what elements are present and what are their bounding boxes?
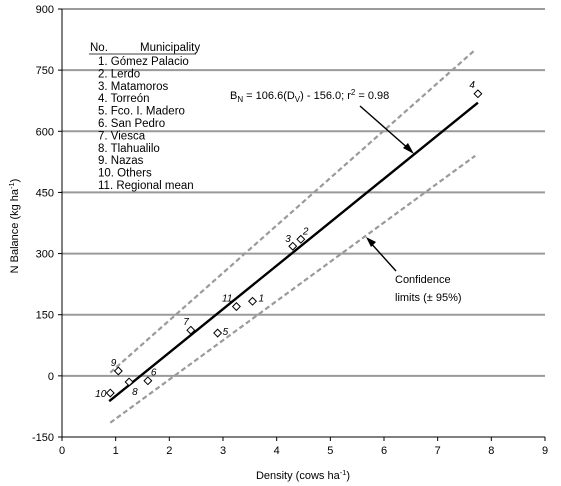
eq-b-sub: N [237,95,243,104]
legend-item-10: 10. Others [98,168,152,180]
data-point-5 [213,328,223,338]
regression-line [108,101,479,403]
x-tick-label-5: 5 [327,445,333,457]
equation-arrow [359,105,411,151]
legend-item-6: 6. San Pedro [98,118,165,130]
y-tick-label-3: 300 [36,249,54,261]
data-point-6 [143,376,153,386]
y-axis-title-end: ) [9,179,21,183]
y-tick-label-0: -150 [32,432,54,444]
data-point-label-9: 9 [111,358,117,369]
x-axis-title-main: Density (cows ha [256,470,341,482]
y-axis-title-main: N Balance (kg ha [9,188,21,273]
eq-d-sub: V [295,95,301,104]
x-tick-label-9: 9 [542,445,548,457]
y-tick-label-5: 600 [36,126,54,138]
regression-equation: BN = 106.6(DV) - 156.0; r2 = 0.98 [230,88,389,104]
data-point-4 [473,89,483,99]
x-tick-label-4: 4 [274,445,280,457]
data-point-10 [105,388,115,398]
data-point-2 [296,234,306,244]
legend-header-no: No. [90,42,108,54]
eq-b: B [230,90,237,102]
data-point-label-6: 6 [151,368,157,379]
legend-item-1: 1. Gómez Palacio [98,56,189,68]
data-point-label-4: 4 [469,80,475,91]
x-tick-label-8: 8 [488,445,494,457]
legend-item-7: 7. Viesca [98,130,146,142]
x-tick-label-7: 7 [435,445,441,457]
data-point-8 [124,377,134,387]
regression-line-group [108,101,479,403]
gridlines [62,8,545,377]
y-tick-label-4: 450 [36,187,54,199]
confidence-arrow [368,240,397,272]
data-point-label-8: 8 [132,387,138,398]
confidence-limit-lines [109,48,476,424]
legend-item-3: 3. Matamoros [98,81,169,93]
data-point-7 [186,325,196,335]
x-axis-title-sup: -1 [340,468,347,477]
axes [58,8,546,441]
legend-item-11: 11. Regional mean [98,180,194,192]
y-tick-label-1: 0 [48,371,54,383]
y-axis-title-sup: -1 [7,182,16,189]
data-point-label-11: 11 [222,294,232,305]
confidence-arrow-head [366,237,376,247]
legend-item-8: 8. Tlahualilo [98,143,160,155]
eq-r-sup: 2 [351,88,356,97]
y-tick-label-7: 900 [36,4,54,16]
eq-tail: = 0.98 [355,90,389,102]
y-axis-title: N Balance (kg ha-1) [7,179,21,274]
legend-item-5: 5. Fco. I. Madero [98,106,185,118]
y-tick-label-2: 150 [36,310,54,322]
data-point-label-2: 2 [302,226,309,237]
equation-arrow-head [403,143,414,154]
x-tick-label-0: 0 [59,445,65,457]
data-point-3 [288,241,298,251]
data-point-11 [231,302,241,312]
legend-item-4: 4. Torreón [98,93,150,105]
x-axis-title: Density (cows ha-1) [256,468,350,482]
legend-item-2: 2. Lerdo [98,68,140,80]
data-point-label-7: 7 [183,317,189,328]
data-point-label-5: 5 [223,327,229,338]
x-tick-label-6: 6 [381,445,387,457]
data-point-label-10: 10 [95,389,107,400]
confidence-line-lower [109,154,476,424]
data-point-label-1: 1 [259,293,265,304]
eq-end: ) - 156.0; r [300,90,351,102]
x-tick-label-1: 1 [113,445,119,457]
y-tick-label-6: 750 [36,65,54,77]
confidence-label-line1: Confidence [395,274,451,286]
data-point-label-3: 3 [285,234,291,245]
x-tick-label-3: 3 [220,445,226,457]
data-point-9 [113,366,123,376]
eq-mid: = 106.6(D [243,90,295,102]
data-point-1 [248,296,258,306]
x-tick-label-2: 2 [166,445,172,457]
legend-header-name: Municipality [140,42,200,54]
confidence-label-line2: limits (± 95%) [395,292,462,304]
legend-item-9: 9. Nazas [98,155,144,167]
confidence-line-upper [109,48,476,374]
x-axis-title-end: ) [346,470,350,482]
